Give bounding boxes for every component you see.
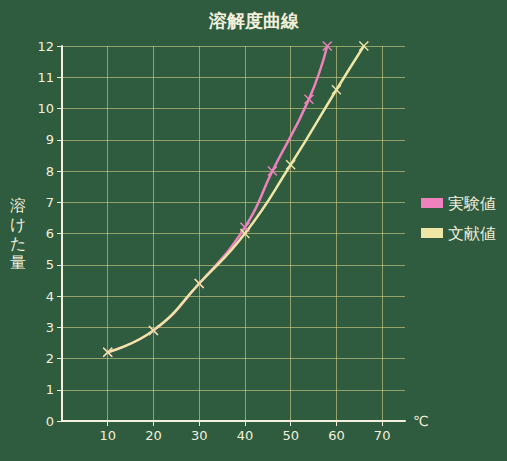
svg-text:60: 60 [328, 428, 345, 443]
svg-text:5: 5 [46, 257, 54, 272]
svg-text:実験値: 実験値 [448, 194, 496, 213]
svg-text:50: 50 [282, 428, 299, 443]
svg-text:10: 10 [99, 428, 116, 443]
svg-text:文献値: 文献値 [448, 224, 496, 243]
svg-text:20: 20 [145, 428, 162, 443]
svg-text:10: 10 [37, 101, 54, 116]
svg-text:4: 4 [46, 289, 54, 304]
svg-text:8: 8 [46, 164, 54, 179]
svg-text:12: 12 [37, 39, 54, 54]
svg-text:溶: 溶 [10, 196, 26, 215]
svg-text:9: 9 [46, 132, 54, 147]
svg-text:11: 11 [37, 70, 54, 85]
svg-text:1: 1 [46, 382, 54, 397]
svg-text:6: 6 [46, 226, 54, 241]
svg-text:量: 量 [10, 253, 26, 272]
svg-text:0: 0 [46, 414, 54, 429]
svg-text:40: 40 [237, 428, 254, 443]
svg-text:け: け [10, 215, 26, 234]
svg-text:℃: ℃ [413, 413, 429, 429]
svg-text:70: 70 [374, 428, 391, 443]
svg-text:2: 2 [46, 351, 54, 366]
svg-text:3: 3 [46, 320, 54, 335]
svg-text:溶解度曲線: 溶解度曲線 [208, 10, 300, 31]
svg-text:30: 30 [191, 428, 208, 443]
svg-text:た: た [10, 234, 26, 253]
svg-text:7: 7 [46, 195, 54, 210]
